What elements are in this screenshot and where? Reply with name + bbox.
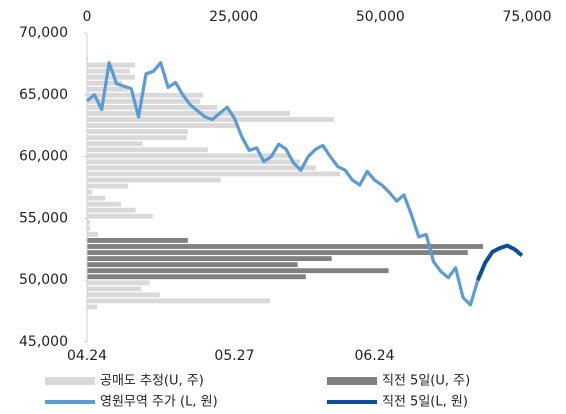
bar	[87, 74, 136, 80]
bar	[87, 286, 141, 292]
bar	[87, 225, 90, 231]
y-tick-label: 60,000	[19, 149, 68, 165]
x-tick-label: 04.24	[67, 348, 107, 364]
bar	[87, 195, 106, 201]
bar	[87, 86, 129, 92]
bar	[87, 250, 468, 255]
legend-label: 직전 5일(L, 원)	[382, 395, 468, 410]
y-tick-label: 65,000	[19, 87, 68, 103]
bar	[87, 165, 316, 171]
y-tick-label: 45,000	[19, 334, 68, 350]
bar	[87, 183, 129, 189]
legend-label: 직전 5일(U, 주)	[382, 374, 470, 389]
bar	[87, 153, 290, 159]
legend-label: 공매도 추정(U, 주)	[100, 374, 204, 389]
bar	[87, 292, 160, 298]
legend-swatch	[327, 377, 377, 385]
x-tick-label: 06.24	[354, 348, 394, 364]
bar	[87, 159, 300, 165]
bar	[87, 104, 218, 110]
y-tick-label: 55,000	[19, 210, 68, 226]
bar	[87, 207, 136, 213]
x2-tick-label: 25,000	[209, 9, 258, 25]
legend-label: 영원무역 주가 (L, 원)	[100, 395, 218, 410]
bar	[87, 298, 271, 304]
bar	[87, 92, 204, 98]
bar	[87, 201, 122, 207]
bar	[87, 147, 208, 153]
bar	[87, 268, 389, 274]
bar	[87, 238, 188, 243]
bar	[87, 219, 90, 225]
bar	[87, 256, 332, 262]
bar	[87, 98, 201, 104]
bar	[87, 129, 188, 135]
y-tick-label: 50,000	[19, 272, 68, 288]
bar	[87, 141, 143, 147]
bar	[87, 213, 153, 219]
bar	[87, 231, 99, 237]
bar	[87, 262, 298, 268]
bar	[87, 171, 340, 177]
bar	[87, 244, 483, 249]
legend-swatch	[45, 377, 95, 385]
bar	[87, 189, 93, 195]
x-tick-label: 05.27	[214, 348, 254, 364]
bar	[87, 177, 221, 183]
x2-tick-label: 75,000	[503, 9, 552, 25]
y-tick-label: 70,000	[19, 25, 68, 41]
bar	[87, 135, 187, 141]
bar	[87, 56, 89, 62]
x2-tick-label: 0	[83, 9, 92, 25]
price-line	[85, 61, 480, 307]
bar	[87, 111, 290, 116]
bar	[87, 123, 238, 128]
bar	[87, 280, 150, 286]
price-line	[475, 243, 524, 281]
x2-tick-label: 50,000	[356, 9, 405, 25]
bar	[87, 274, 306, 280]
bar	[87, 304, 97, 310]
